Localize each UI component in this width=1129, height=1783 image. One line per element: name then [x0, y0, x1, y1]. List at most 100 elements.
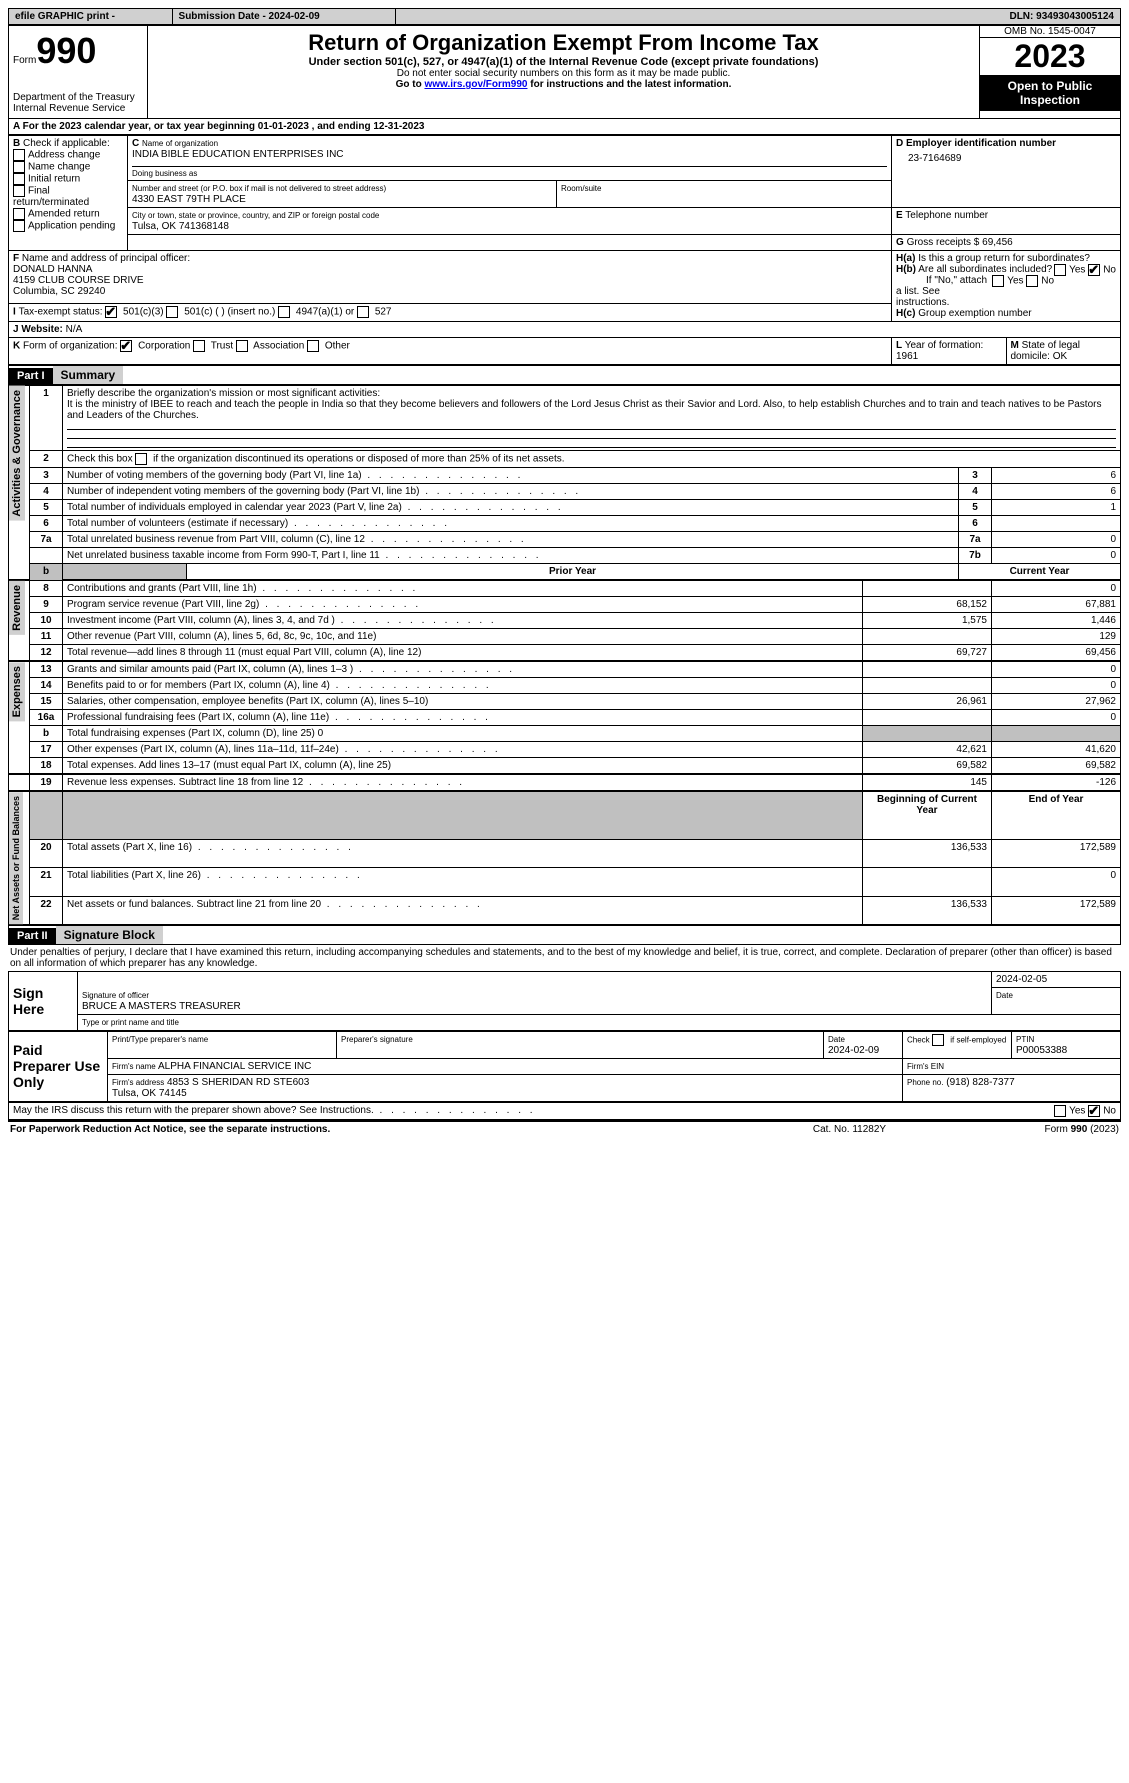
addr-lbl: Number and street (or P.O. box if mail i…	[132, 184, 386, 193]
officer-name: DONALD HANNA	[13, 264, 92, 275]
cb-trust[interactable]	[193, 340, 205, 352]
sig-officer-lbl: Signature of officer	[82, 991, 149, 1000]
omb-number: OMB No. 1545-0047	[980, 26, 1120, 38]
irs-link[interactable]: www.irs.gov/Form990	[424, 79, 527, 90]
officer-addr2: Columbia, SC 29240	[13, 286, 105, 297]
v7b: 0	[992, 548, 1121, 564]
v4: 6	[992, 484, 1121, 500]
goto-pre: Go to	[396, 79, 425, 90]
firm-phone: (918) 828-7377	[946, 1077, 1014, 1088]
perjury-text: Under penalties of perjury, I declare th…	[8, 945, 1121, 971]
dba-lbl: Doing business as	[132, 166, 887, 178]
cb-4947[interactable]	[278, 306, 290, 318]
m-lbl: State of legal domicile:	[1011, 340, 1081, 362]
cb-527[interactable]	[357, 306, 369, 318]
b-label: Check if applicable:	[23, 138, 110, 149]
irs: Internal Revenue Service	[13, 103, 143, 114]
cb-name-change[interactable]	[13, 161, 25, 173]
cb-corp[interactable]	[120, 340, 132, 352]
officer-sig: BRUCE A MASTERS TREASURER	[82, 1001, 241, 1012]
j-lbl: Website:	[21, 324, 63, 335]
cb-self-emp[interactable]	[932, 1034, 944, 1046]
hdr-end: End of Year	[992, 792, 1121, 840]
tax-year: 2023	[980, 38, 1120, 75]
pra-notice: For Paperwork Reduction Act Notice, see …	[8, 1121, 760, 1137]
cb-discuss-no[interactable]	[1088, 1105, 1100, 1117]
vlabel-exp: Expenses	[9, 662, 25, 721]
cb-discontinued[interactable]	[135, 453, 147, 465]
c-name-lbl: Name of organization	[142, 139, 218, 148]
v5: 1	[992, 500, 1121, 516]
submission-date: Submission Date - 2024-02-09	[172, 9, 395, 25]
hdr-beg: Beginning of Current Year	[863, 792, 992, 840]
mission-text: It is the ministry of IBEE to reach and …	[67, 399, 1101, 421]
type-lbl: Type or print name and title	[82, 1018, 179, 1027]
cb-app-pending[interactable]	[13, 220, 25, 232]
city-lbl: City or town, state or province, country…	[132, 211, 379, 220]
org-name: INDIA BIBLE EDUCATION ENTERPRISES INC	[132, 149, 344, 160]
line-a: For the 2023 calendar year, or tax year …	[23, 121, 425, 132]
i-lbl: Tax-exempt status:	[19, 306, 103, 317]
hb-lbl: Are all subordinates included?	[918, 264, 1052, 275]
part2-tag: Part II	[9, 928, 56, 944]
l-lbl: Year of formation:	[905, 340, 984, 351]
vlabel-rev: Revenue	[9, 581, 25, 635]
cb-hb-no[interactable]	[1026, 275, 1038, 287]
officer-addr1: 4159 CLUB COURSE DRIVE	[13, 275, 144, 286]
hc-lbl: Group exemption number	[918, 308, 1031, 319]
firm-name: ALPHA FINANCIAL SERVICE INC	[158, 1061, 311, 1072]
v7a: 0	[992, 532, 1121, 548]
part1-tag: Part I	[9, 368, 53, 384]
ptin: P00053388	[1016, 1045, 1067, 1056]
date-lbl: Date	[996, 991, 1013, 1000]
efile-label: efile GRAPHIC print -	[9, 9, 173, 25]
form-number: 990	[36, 30, 96, 71]
cb-other[interactable]	[307, 340, 319, 352]
form-subtitle: Under section 501(c), 527, or 4947(a)(1)…	[152, 56, 975, 68]
firm-city: Tulsa, OK 74145	[112, 1088, 187, 1099]
form-word: Form	[13, 55, 36, 66]
summary-table: Activities & Governance 1 Briefly descri…	[8, 385, 1121, 580]
v6	[992, 516, 1121, 532]
ha-lbl: Is this a group return for subordinates?	[918, 253, 1090, 264]
cb-discuss-yes[interactable]	[1054, 1105, 1066, 1117]
cb-hb-yes[interactable]	[992, 275, 1004, 287]
discuss-lbl: May the IRS discuss this return with the…	[13, 1105, 536, 1116]
cb-assoc[interactable]	[236, 340, 248, 352]
cb-501c[interactable]	[166, 306, 178, 318]
goto-post: for instructions and the latest informat…	[527, 79, 731, 90]
paid-preparer: Paid Preparer Use Only	[9, 1031, 108, 1101]
footer-form: 990	[1071, 1124, 1088, 1135]
topbar: efile GRAPHIC print - Submission Date - …	[8, 8, 1121, 25]
part2-title: Signature Block	[56, 926, 163, 944]
cb-final-return[interactable]	[13, 185, 25, 197]
firm-addr: 4853 S SHERIDAN RD STE603	[167, 1077, 309, 1088]
entity-block: B Check if applicable: Address change Na…	[8, 135, 1121, 365]
dln: DLN: 93493043005124	[951, 9, 1120, 25]
cb-ha-yes[interactable]	[1054, 264, 1066, 276]
domicile: OK	[1053, 351, 1067, 362]
cat-no: Cat. No. 11282Y	[760, 1121, 939, 1137]
form-title: Return of Organization Exempt From Incom…	[152, 30, 975, 56]
cb-amended[interactable]	[13, 208, 25, 220]
cb-address-change[interactable]	[13, 149, 25, 161]
v3: 6	[992, 468, 1121, 484]
cb-ha-no[interactable]	[1088, 264, 1100, 276]
cb-501c3[interactable]	[105, 306, 117, 318]
f-lbl: Name and address of principal officer:	[22, 253, 190, 264]
cb-initial-return[interactable]	[13, 173, 25, 185]
part1-title: Summary	[53, 366, 124, 384]
gross-receipts: 69,456	[982, 237, 1013, 248]
website: N/A	[66, 324, 83, 335]
sig-date1: 2024-02-05	[992, 972, 1121, 988]
year-formed: 1961	[896, 351, 918, 362]
g-lbl: Gross receipts $	[907, 237, 980, 248]
hdr-prior: Prior Year	[187, 564, 959, 580]
open-public: Open to Public Inspection	[980, 75, 1120, 111]
vlabel-ag: Activities & Governance	[9, 386, 25, 521]
ssn-warning: Do not enter social security numbers on …	[152, 68, 975, 79]
vlabel-na: Net Assets or Fund Balances	[9, 792, 23, 924]
l1-lbl: Briefly describe the organization's miss…	[67, 388, 380, 399]
city-state-zip: Tulsa, OK 741368148	[132, 221, 229, 232]
hdr-curr: Current Year	[959, 564, 1121, 580]
